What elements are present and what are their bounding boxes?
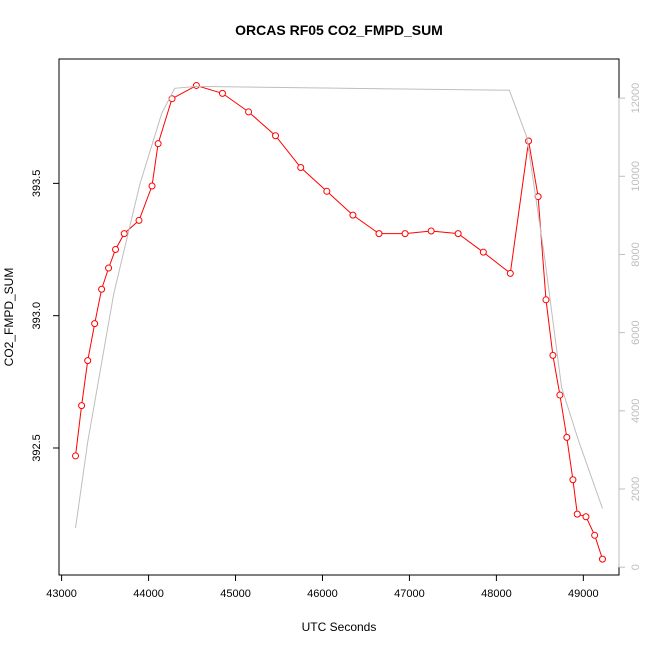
y-tick-label: 393.0 (31, 302, 43, 330)
y-axis-label: CO2_FMPD_SUM (2, 268, 16, 367)
data-point (375, 230, 383, 238)
data-point (454, 230, 462, 238)
data-point (192, 81, 200, 89)
y-tick-label: 392.5 (31, 434, 43, 462)
y-axis: 392.5 393.0 393.5 (31, 170, 60, 462)
data-point (549, 351, 557, 359)
data-point (245, 108, 253, 116)
data-point (591, 531, 599, 539)
data-point (91, 320, 99, 328)
data-point (72, 452, 80, 460)
data-point (479, 248, 487, 256)
data-point (569, 476, 577, 484)
data-point (563, 433, 571, 441)
y2-tick-label: 4000 (630, 399, 642, 423)
data-point (84, 357, 92, 365)
data-point (78, 402, 86, 410)
data-point (506, 269, 514, 277)
x-tick-label: 46000 (307, 588, 338, 600)
plot-frame (58, 58, 620, 576)
x-axis: 43000 44000 45000 46000 47000 48000 49000 (46, 574, 599, 600)
data-point (148, 182, 156, 190)
data-point (542, 296, 550, 304)
y2-tick-label: 10000 (630, 161, 642, 192)
data-point (598, 555, 606, 563)
x-tick-label: 47000 (394, 588, 425, 600)
data-point (105, 264, 113, 272)
x-tick-label: 44000 (133, 588, 164, 600)
x-tick-label: 48000 (481, 588, 512, 600)
y2-tick-label: 2000 (630, 477, 642, 501)
x-tick-label: 49000 (568, 588, 599, 600)
data-point (573, 510, 581, 518)
chart-title: ORCAS RF05 CO2_FMPD_SUM (235, 22, 443, 38)
series-layer (72, 81, 606, 563)
y2-tick-label: 12000 (630, 83, 642, 114)
y2-tick-label: 8000 (630, 242, 642, 266)
data-point (120, 230, 128, 238)
data-point (112, 246, 120, 254)
x-axis-label: UTC Seconds (302, 620, 377, 634)
y-tick-label: 393.5 (31, 170, 43, 198)
altitude-series-line (75, 85, 603, 529)
data-point (297, 163, 305, 171)
data-point (135, 216, 143, 224)
data-point (272, 132, 280, 140)
x-tick-label: 43000 (46, 588, 77, 600)
data-point (218, 89, 226, 97)
x-tick-label: 45000 (220, 588, 251, 600)
data-point (98, 285, 106, 293)
data-point (525, 137, 533, 145)
data-point (349, 211, 357, 219)
data-point (401, 230, 409, 238)
data-point (427, 227, 435, 235)
y2-axis-right: 0 2000 4000 6000 8000 10000 12000 (618, 83, 642, 570)
data-point (556, 391, 564, 399)
y2-tick-label: 0 (630, 564, 642, 570)
y2-tick-label: 6000 (630, 320, 642, 344)
co2-series-line (75, 84, 603, 560)
data-point (323, 187, 331, 195)
data-point (582, 513, 590, 521)
data-point (154, 140, 162, 148)
